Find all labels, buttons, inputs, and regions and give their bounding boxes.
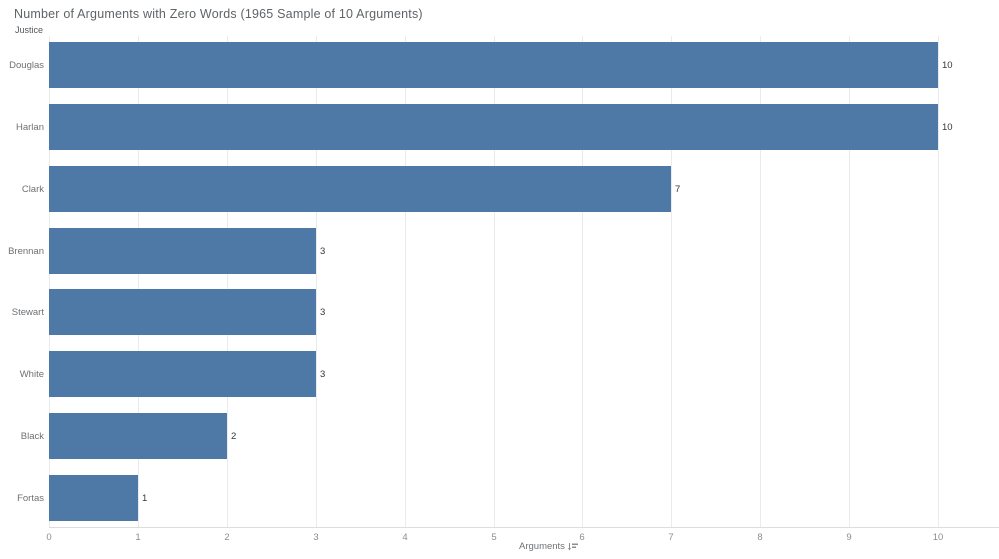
gridline <box>405 36 406 527</box>
sort-descending-icon[interactable] <box>567 542 578 551</box>
bar-value-label: 3 <box>320 245 326 257</box>
gridline <box>49 36 50 527</box>
bar-category-label: Black <box>20 430 44 442</box>
x-axis-title: Arguments <box>519 541 578 552</box>
chart-title: Number of Arguments with Zero Words (196… <box>14 7 423 21</box>
bar-category-label: Clark <box>21 183 44 195</box>
x-axis-line <box>49 527 999 528</box>
bar-value-label: 10 <box>942 121 953 133</box>
x-axis-title-label: Arguments <box>519 541 565 552</box>
x-axis-tick-label: 10 <box>932 532 944 543</box>
x-axis-tick-label: 7 <box>668 532 674 543</box>
bar-category-label: Harlan <box>16 121 44 133</box>
bar[interactable] <box>49 166 671 212</box>
gridline <box>227 36 228 527</box>
x-axis-tick-label: 0 <box>46 532 52 543</box>
x-axis-tick-label: 5 <box>491 532 497 543</box>
gridline <box>316 36 317 527</box>
gridline <box>138 36 139 527</box>
bar[interactable] <box>49 351 316 397</box>
bar-category-label: Brennan <box>8 245 44 257</box>
bar[interactable] <box>49 228 316 274</box>
x-axis-tick-label: 4 <box>402 532 408 543</box>
gridline <box>849 36 850 527</box>
bar-category-label: White <box>19 368 44 380</box>
x-axis-tick-label: 8 <box>757 532 763 543</box>
bar[interactable] <box>49 413 227 459</box>
bar[interactable] <box>49 289 316 335</box>
bar-value-label: 7 <box>675 183 681 195</box>
bar-value-label: 2 <box>231 430 237 442</box>
gridline <box>494 36 495 527</box>
x-axis-tick-label: 9 <box>846 532 852 543</box>
bar-value-label: 10 <box>942 59 953 71</box>
gridline <box>582 36 583 527</box>
bar-category-label: Stewart <box>11 306 44 318</box>
x-axis-tick-label: 6 <box>579 532 585 543</box>
gridline <box>671 36 672 527</box>
bar[interactable] <box>49 42 938 88</box>
bar-value-label: 3 <box>320 306 326 318</box>
bar[interactable] <box>49 475 138 521</box>
gridline <box>938 36 939 527</box>
x-axis-tick-label: 2 <box>224 532 230 543</box>
bar-value-label: 3 <box>320 368 326 380</box>
x-axis-tick-label: 1 <box>135 532 141 543</box>
bar-category-label: Douglas <box>9 59 44 71</box>
bar-value-label: 1 <box>142 492 148 504</box>
bar-category-label: Fortas <box>17 492 44 504</box>
bar[interactable] <box>49 104 938 150</box>
gridline <box>760 36 761 527</box>
row-axis-header: Justice <box>14 25 43 35</box>
x-axis-tick-label: 3 <box>313 532 319 543</box>
